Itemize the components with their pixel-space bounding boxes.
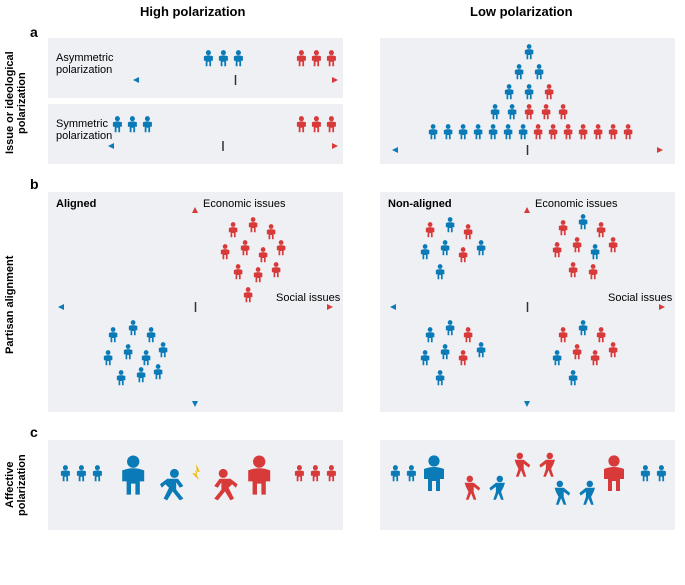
panel-b2: Non-aligned Economic issues Social issue… <box>380 192 675 412</box>
svg-a3 <box>380 38 675 164</box>
panel-letter-a: a <box>30 24 38 40</box>
row-label-a: Issue or ideological polarization <box>4 42 20 164</box>
panel-a3 <box>380 38 675 164</box>
svg-c1 <box>48 440 343 530</box>
panel-a2: Symmetric polarization <box>48 104 343 164</box>
row-label-b: Partisan alignment <box>4 250 20 360</box>
panel-letter-b: b <box>30 176 39 192</box>
svg-b1 <box>48 192 343 412</box>
row-label-c: Affective polarization <box>4 445 20 525</box>
panel-a1: Asymmetric polarization <box>48 38 343 98</box>
svg-a2 <box>48 104 343 164</box>
panel-c1 <box>48 440 343 530</box>
svg-b2 <box>380 192 675 412</box>
svg-c2 <box>380 440 675 530</box>
panel-c2 <box>380 440 675 530</box>
panel-letter-c: c <box>30 424 38 440</box>
svg-a1 <box>48 38 343 98</box>
header-low: Low polarization <box>470 4 573 19</box>
panel-b1: Aligned Economic issues Social issues <box>48 192 343 412</box>
header-high: High polarization <box>140 4 245 19</box>
